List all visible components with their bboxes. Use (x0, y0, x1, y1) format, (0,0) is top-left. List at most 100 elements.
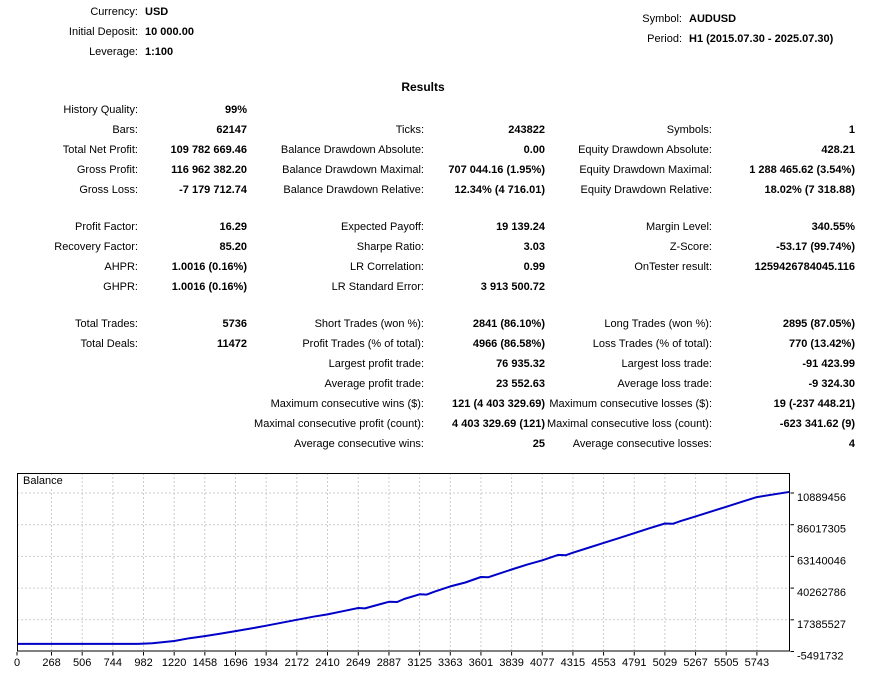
x-tick-label: 3839 (499, 657, 523, 669)
balance-chart-canvas: 0 268 506 744 982 1220 1458 1696 1934 2172 2410 264… (14, 473, 846, 669)
stat-label: Maximal consecutive loss (count): (546, 418, 712, 430)
stat-label: Sharpe Ratio: (356, 241, 424, 253)
stat-value: 0.00 (523, 144, 545, 156)
x-tick-label: 5029 (653, 657, 677, 669)
x-tick-label: 4077 (530, 657, 554, 669)
stat-value: 4 (848, 438, 855, 450)
stat-value: 1.0016 (0.16%) (171, 281, 247, 293)
stat-label: Profit Factor: (75, 221, 138, 233)
x-tick-label: 744 (104, 657, 122, 669)
stat-label: Average profit trade: (324, 378, 424, 390)
stat-value: 2895 (87.05%) (782, 318, 855, 330)
stat-value: 109 782 669.46 (170, 144, 247, 156)
stat-label: Equity Drawdown Relative: (580, 184, 712, 196)
stat-label: Equity Drawdown Absolute: (578, 144, 712, 156)
stat-value: 18.02% (7 318.88) (764, 184, 855, 196)
y-tick-label: 40262786 (797, 587, 846, 599)
x-tick-label: 4791 (622, 657, 646, 669)
stat-value: -53.17 (99.74%) (776, 241, 855, 253)
stat-label: Largest loss trade: (621, 358, 713, 370)
stat-label: Total Deals: (80, 338, 138, 350)
y-tick-label: 63140046 (797, 555, 846, 567)
results-section-2: Profit Factor: 16.29 Expected Payoff: 19 13… (0, 217, 855, 297)
stat-value: 340.55% (811, 221, 855, 233)
stat-empty (0, 394, 138, 414)
stat-value: 85.20 (219, 241, 247, 253)
stat-value: 121 (4 403 329.69) (452, 398, 545, 410)
stat-empty (424, 100, 545, 120)
initial-deposit-row: Initial Deposit: 10 000.00 (0, 22, 194, 42)
stat-value: 243822 (508, 124, 545, 136)
y-tick-label: -5491732 (797, 651, 844, 663)
stat-value: 1 (848, 124, 855, 136)
stat-value: -9 324.30 (808, 378, 855, 390)
stat-empty (138, 434, 247, 454)
results-section-1: History Quality: 99% Bars: 62147 Ticks: 24382… (0, 100, 855, 200)
stat-label: Z-Score: (669, 241, 712, 253)
x-tick-label: 3601 (469, 657, 493, 669)
x-tick-label: 3125 (407, 657, 431, 669)
x-tick-label: 1696 (223, 657, 247, 669)
stat-label: Total Trades: (75, 318, 138, 330)
stat-label: Gross Profit: (76, 164, 138, 176)
stat-label: History Quality: (63, 104, 138, 116)
stat-value: 19 139.24 (496, 221, 545, 233)
account-info: Currency: USD Initial Deposit: 10 000.00… (0, 2, 194, 62)
stat-label: Bars: (112, 124, 138, 136)
y-tick-label: 17385527 (797, 619, 846, 631)
stat-value: 19 (-237 448.21) (773, 398, 855, 410)
symbol-value: AUDUSD (689, 13, 737, 25)
stat-label: Maximal consecutive profit (count): (254, 418, 424, 430)
stat-value: 0.99 (523, 261, 545, 273)
stat-value: 707 044.16 (1.95%) (448, 164, 545, 176)
stat-value: 12.34% (4 716.01) (454, 184, 545, 196)
stat-label: Balance Drawdown Maximal: (282, 164, 424, 176)
symbol-label: Symbol: (642, 13, 682, 25)
stat-value: 99% (224, 104, 247, 116)
x-tick-label: 0 (14, 657, 20, 669)
stat-empty (712, 100, 855, 120)
stat-value: 5736 (222, 318, 247, 330)
stat-value: 428.21 (821, 144, 855, 156)
x-tick-label: 5743 (745, 657, 769, 669)
symbol-row: Symbol: AUDUSD (640, 9, 833, 29)
stat-value: 4966 (86.58%) (472, 338, 545, 350)
stat-value: 3.03 (523, 241, 545, 253)
stat-value: 11472 (217, 338, 247, 350)
stat-label: Total Net Profit: (62, 144, 138, 156)
x-tick-label: 5267 (683, 657, 707, 669)
stat-value: 23 552.63 (496, 378, 545, 390)
stat-label: Expected Payoff: (341, 221, 424, 233)
stat-empty (138, 394, 247, 414)
stat-label: AHPR: (104, 261, 138, 273)
period-label: Period: (647, 33, 682, 45)
stat-empty (247, 100, 424, 120)
results-table: History Quality: 99% Bars: 62147 Ticks: 24382… (0, 100, 855, 471)
symbol-info: Symbol: AUDUSD Period: H1 (2015.07.30 - … (640, 9, 833, 49)
stat-value: 770 (13.42%) (788, 338, 855, 350)
stat-label: Profit Trades (% of total): (302, 338, 424, 350)
stat-empty (0, 374, 138, 394)
stat-value: 4 403 329.69 (121) (452, 418, 545, 430)
stat-empty (138, 354, 247, 374)
stat-label: Gross Loss: (79, 184, 138, 196)
stat-label: OnTester result: (634, 261, 712, 273)
x-tick-label: 1934 (254, 657, 278, 669)
stat-value: 76 935.32 (496, 358, 545, 370)
x-tick-label: 3363 (438, 657, 462, 669)
leverage-label: Leverage: (89, 46, 138, 58)
balance-line (17, 490, 791, 645)
x-tick-label: 2410 (315, 657, 339, 669)
stat-label: Average consecutive wins: (293, 438, 424, 450)
stat-value: -91 423.99 (802, 358, 855, 370)
stat-label: Recovery Factor: (54, 241, 138, 253)
x-tick-label: 982 (134, 657, 152, 669)
period-value: H1 (2015.07.30 - 2025.07.30) (689, 33, 834, 45)
x-tick-label: 5505 (714, 657, 738, 669)
chart-series-label: Balance (21, 475, 65, 487)
y-tick-label: 10889456 (797, 492, 846, 504)
stat-label: Largest profit trade: (328, 358, 424, 370)
stat-value: -623 341.62 (9) (779, 418, 855, 430)
stat-value: 3 913 500.72 (480, 281, 545, 293)
